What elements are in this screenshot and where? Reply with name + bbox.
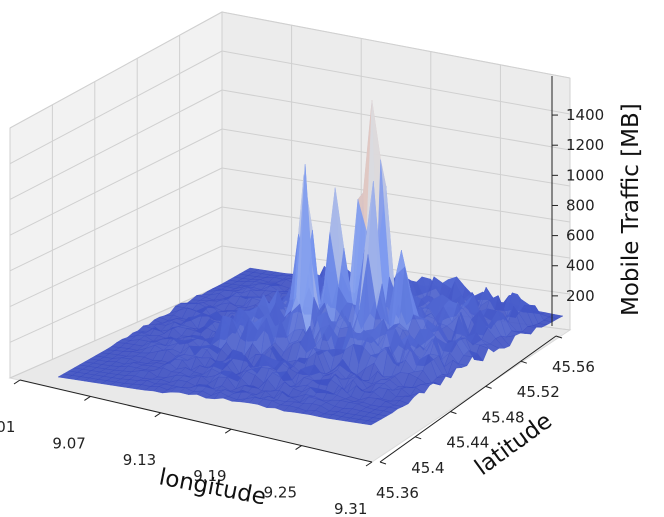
x-tick-label: 9.31	[334, 500, 367, 517]
x-tick-mark	[365, 461, 373, 467]
x-tick-mark	[154, 412, 162, 418]
surface-cell	[361, 420, 377, 426]
gridline	[221, 11, 571, 79]
y-tick-mark	[450, 411, 457, 415]
gridline	[9, 50, 223, 165]
x-tick-mark	[224, 428, 232, 434]
z-tick-label: 800	[566, 196, 595, 214]
y-axis-line	[379, 335, 557, 463]
y-tick-label: 45.36	[376, 484, 419, 502]
z-tick-label: 600	[566, 227, 595, 245]
gridline	[9, 89, 223, 200]
y-tick-label: 45.52	[517, 383, 560, 401]
x-tick-mark	[84, 395, 91, 401]
y-tick-label: 45.44	[446, 434, 489, 452]
tick-labels: 9.01 9.07 9.13 9.19 9.25 9.31 45.36 45.445.44 45…	[0, 106, 604, 517]
y-tick-label: 45.56	[552, 358, 595, 376]
gridline	[9, 167, 223, 272]
y-tick-mark	[415, 436, 422, 440]
z-axis-label: Mobile Traffic [MB]	[618, 103, 644, 316]
gridline	[9, 284, 223, 379]
gridline	[9, 206, 223, 308]
traffic-surface	[57, 100, 564, 426]
gridline	[9, 128, 223, 236]
x-axis-line	[19, 379, 373, 463]
y-tick-mark	[555, 335, 563, 339]
z-tick-label: 200	[566, 287, 595, 305]
gridline	[9, 11, 223, 129]
z-tick-label: 1000	[566, 166, 604, 184]
gridline	[221, 206, 571, 259]
y-tick-mark	[379, 461, 387, 465]
x-tick-label: 9.19	[193, 467, 226, 485]
y-tick-label: 45.48	[482, 408, 525, 426]
z-tick-label: 400	[566, 257, 595, 275]
axes	[19, 76, 557, 463]
gridline	[221, 167, 571, 223]
x-tick-label: 9.07	[52, 434, 85, 452]
y-tick-mark	[485, 385, 492, 389]
x-tick-mark	[295, 445, 302, 451]
x-tick-label: 9.13	[123, 451, 156, 469]
z-tick-label: 1400	[566, 106, 604, 124]
gridline	[221, 50, 571, 115]
z-tick-label: 1200	[566, 136, 604, 154]
y-tick-label: 45.4	[411, 459, 444, 477]
x-tick-label: 9.01	[0, 418, 15, 436]
gridline	[221, 245, 571, 295]
y-tick-mark	[520, 360, 527, 364]
gridline	[221, 128, 571, 187]
gridline	[221, 89, 571, 151]
x-tick-label: 9.25	[264, 484, 297, 502]
gridline	[9, 245, 223, 343]
x-tick-mark	[13, 379, 21, 385]
